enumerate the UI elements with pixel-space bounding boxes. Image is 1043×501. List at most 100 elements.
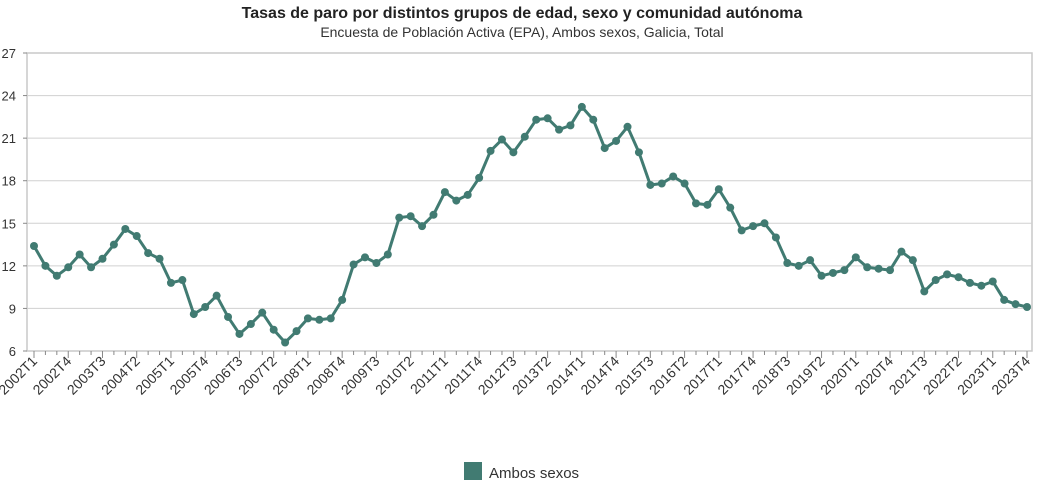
data-point[interactable] [692, 199, 700, 208]
data-point[interactable] [931, 276, 940, 285]
data-point[interactable] [338, 295, 347, 304]
data-point[interactable] [258, 308, 267, 317]
data-point[interactable] [75, 250, 84, 259]
data-point[interactable] [874, 264, 883, 273]
data-point[interactable] [577, 102, 586, 111]
data-point[interactable] [383, 250, 392, 259]
data-point[interactable] [132, 232, 141, 241]
data-point[interactable] [566, 121, 575, 130]
data-point[interactable] [486, 146, 495, 155]
data-point[interactable] [589, 115, 598, 124]
data-point[interactable] [429, 210, 438, 219]
data-point[interactable] [703, 200, 712, 209]
gridlines [27, 95, 1032, 309]
y-tick-label: 27 [2, 46, 16, 61]
data-point[interactable] [281, 338, 290, 347]
data-point[interactable] [155, 254, 164, 263]
data-point[interactable] [897, 247, 906, 256]
data-point[interactable] [1000, 295, 1009, 304]
data-point[interactable] [121, 224, 130, 233]
data-point[interactable] [783, 259, 792, 268]
data-point[interactable] [600, 144, 609, 153]
data-point[interactable] [418, 222, 427, 231]
y-tick-label: 6 [9, 344, 16, 359]
data-point[interactable] [771, 233, 780, 242]
series-line [32, 105, 1028, 344]
data-point[interactable] [806, 256, 815, 265]
data-point[interactable] [555, 125, 564, 134]
data-point[interactable] [977, 281, 986, 290]
data-point[interactable] [64, 263, 73, 272]
data-point[interactable] [349, 260, 358, 269]
data-point[interactable] [98, 254, 107, 263]
data-point[interactable] [749, 222, 758, 231]
data-point[interactable] [395, 213, 404, 222]
legend[interactable]: Ambos sexos [464, 462, 579, 482]
data-point[interactable] [737, 226, 746, 235]
data-point[interactable] [87, 263, 96, 272]
data-point[interactable] [109, 240, 118, 249]
data-point[interactable] [817, 271, 826, 280]
data-point[interactable] [543, 114, 552, 123]
plot-area [26, 52, 1033, 352]
data-point[interactable] [326, 314, 335, 323]
x-tick-label: 2010T2 [372, 353, 417, 398]
data-point[interactable] [680, 179, 689, 188]
data-point[interactable] [315, 315, 324, 324]
data-point[interactable] [943, 270, 952, 279]
data-point[interactable] [760, 219, 769, 228]
data-point[interactable] [235, 329, 244, 338]
data-point[interactable] [886, 266, 895, 275]
data-point[interactable] [212, 291, 221, 300]
data-point[interactable] [166, 278, 175, 287]
data-point[interactable] [509, 148, 518, 157]
data-point[interactable] [908, 256, 917, 265]
data-point[interactable] [52, 271, 61, 280]
data-point[interactable] [646, 180, 655, 189]
data-point[interactable] [406, 212, 415, 221]
data-point[interactable] [794, 261, 803, 270]
data-point[interactable] [178, 276, 187, 285]
data-point[interactable] [714, 185, 723, 194]
data-point[interactable] [475, 173, 484, 182]
data-point[interactable] [920, 287, 929, 296]
data-point[interactable] [224, 312, 233, 321]
data-point[interactable] [520, 132, 529, 141]
data-point[interactable] [463, 190, 472, 199]
data-point[interactable] [1023, 303, 1031, 312]
data-point[interactable] [634, 148, 643, 157]
data-point[interactable] [863, 263, 872, 272]
y-tick-label: 12 [2, 259, 16, 274]
data-point[interactable] [657, 179, 666, 188]
data-point[interactable] [303, 314, 312, 323]
data-point[interactable] [851, 253, 860, 262]
data-point[interactable] [623, 122, 632, 131]
y-tick-label: 9 [9, 301, 16, 316]
data-point[interactable] [497, 135, 506, 144]
data-point[interactable] [452, 196, 461, 205]
data-point[interactable] [201, 303, 210, 312]
data-point[interactable] [840, 266, 849, 275]
data-point[interactable] [292, 327, 301, 336]
data-point[interactable] [954, 273, 963, 282]
data-point[interactable] [669, 172, 678, 181]
y-tick-label: 15 [2, 216, 16, 231]
data-point[interactable] [30, 241, 38, 250]
data-point[interactable] [372, 259, 381, 268]
y-tick-label: 24 [2, 89, 16, 104]
data-point[interactable] [965, 278, 974, 287]
data-point[interactable] [269, 325, 278, 334]
data-point[interactable] [440, 188, 449, 197]
chart-subtitle: Encuesta de Población Activa (EPA), Ambo… [320, 24, 723, 40]
data-point[interactable] [41, 261, 50, 270]
data-point[interactable] [1011, 300, 1020, 309]
data-point[interactable] [144, 249, 153, 258]
data-point[interactable] [612, 136, 621, 145]
data-point[interactable] [828, 268, 837, 277]
data-point[interactable] [988, 277, 997, 286]
data-point[interactable] [532, 115, 541, 124]
data-point[interactable] [246, 320, 255, 329]
data-point[interactable] [361, 253, 369, 262]
data-point[interactable] [189, 310, 198, 319]
data-point[interactable] [726, 203, 735, 212]
